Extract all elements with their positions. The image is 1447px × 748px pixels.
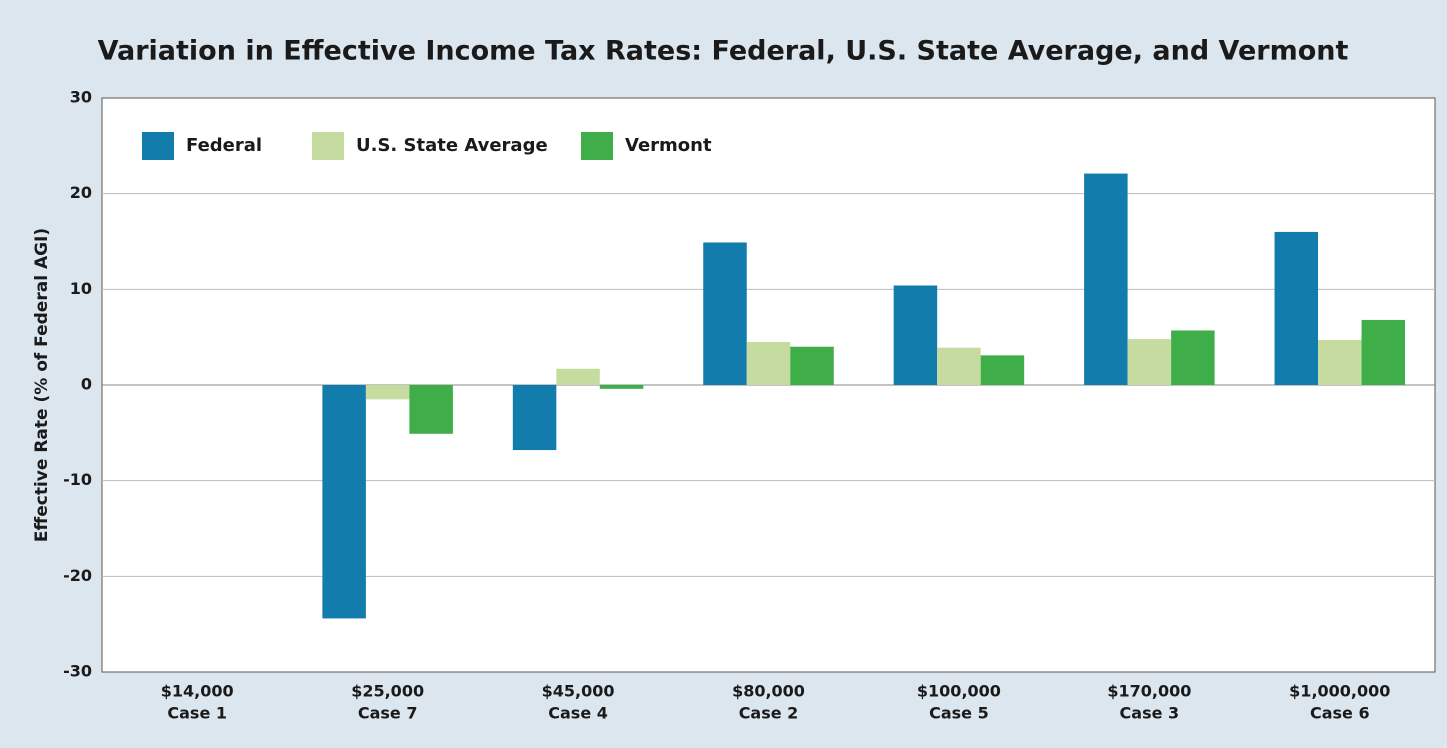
bar	[1171, 330, 1215, 385]
x-tick-label: $14,000	[161, 682, 234, 701]
x-tick-label: Case 2	[739, 704, 799, 723]
y-tick-label: 30	[70, 88, 92, 107]
legend-label: Federal	[186, 135, 262, 156]
legend-label: Vermont	[625, 135, 712, 156]
x-tick-label: $170,000	[1107, 682, 1191, 701]
bar	[893, 285, 938, 385]
bar	[1084, 173, 1128, 385]
bar	[365, 385, 410, 400]
x-tick-label: Case 3	[1120, 704, 1180, 723]
bar	[1318, 340, 1362, 385]
x-tick-label: Case 4	[548, 704, 608, 723]
x-tick-label: Case 1	[167, 704, 227, 723]
x-tick-label: $1,000,000	[1289, 682, 1390, 701]
bar	[937, 347, 981, 385]
legend-swatch	[142, 132, 174, 160]
y-tick-label: -30	[63, 662, 92, 681]
bar	[409, 385, 453, 434]
bar	[746, 341, 791, 385]
legend-label: U.S. State Average	[356, 135, 548, 156]
legend-swatch	[312, 132, 344, 160]
y-tick-label: 20	[70, 183, 92, 202]
bar	[980, 355, 1025, 385]
legend-swatch	[581, 132, 613, 160]
x-tick-label: Case 5	[929, 704, 989, 723]
bar	[703, 242, 747, 385]
x-tick-label: Case 6	[1310, 704, 1370, 723]
y-tick-label: -20	[63, 566, 92, 585]
y-tick-label: -10	[63, 470, 92, 489]
bar	[556, 368, 600, 385]
bar	[512, 385, 557, 451]
y-tick-label: 10	[70, 279, 92, 298]
x-tick-label: Case 7	[358, 704, 418, 723]
bar	[1274, 231, 1319, 385]
x-tick-label: $100,000	[917, 682, 1001, 701]
x-tick-label: $25,000	[351, 682, 424, 701]
bar	[1361, 319, 1406, 385]
chart-title: Variation in Effective Income Tax Rates:…	[98, 36, 1349, 67]
bar	[790, 346, 834, 385]
x-tick-label: $80,000	[732, 682, 805, 701]
y-tick-label: 0	[81, 375, 92, 394]
x-tick-label: $45,000	[542, 682, 615, 701]
bar	[599, 385, 644, 389]
bar	[1127, 339, 1172, 385]
bar	[322, 385, 366, 619]
y-axis-label: Effective Rate (% of Federal AGI)	[32, 228, 52, 542]
